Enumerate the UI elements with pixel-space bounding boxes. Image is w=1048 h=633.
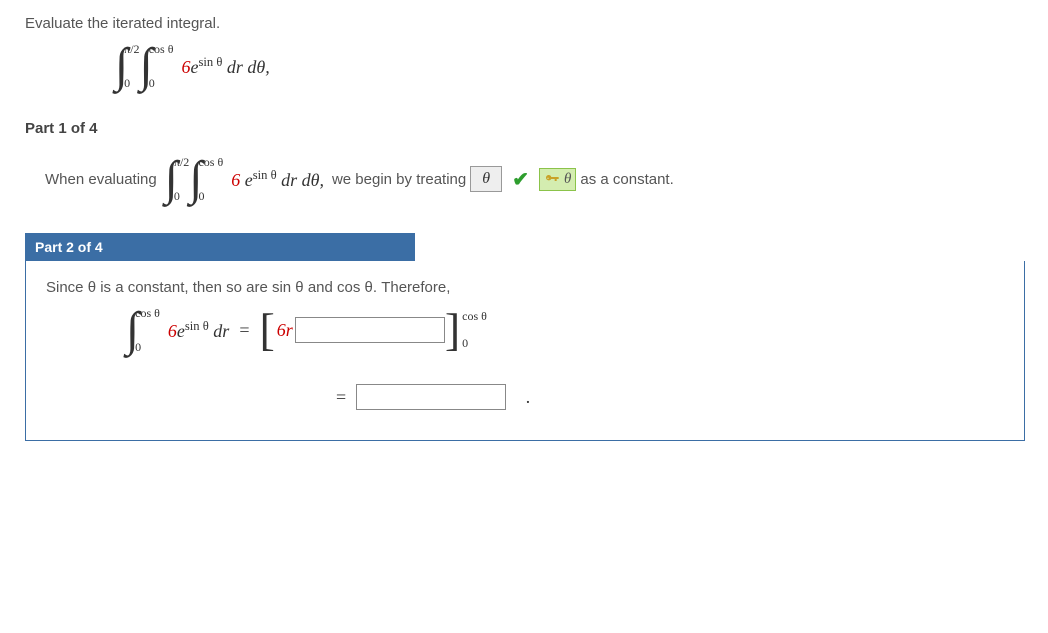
key-answer: θ bbox=[564, 171, 571, 188]
left-bracket: [ bbox=[259, 307, 274, 353]
part1-lead: When evaluating bbox=[45, 171, 157, 188]
equals-sign-1: = bbox=[239, 320, 249, 341]
part2-intro: Since θ is a constant, then so are sin θ… bbox=[46, 279, 1004, 296]
check-icon: ✔ bbox=[512, 167, 529, 192]
integrand-tail: dr dθ, bbox=[227, 57, 270, 77]
part2-body: Since θ is a constant, then so are sin θ… bbox=[25, 261, 1025, 441]
part1-row: When evaluating ∫ π/2 0 ∫ cos θ 0 6 esin… bbox=[45, 155, 1025, 203]
integrand-exponent: sin θ bbox=[198, 55, 222, 69]
outer-lower-limit: 0 bbox=[124, 77, 139, 89]
right-bracket: ] bbox=[445, 307, 460, 353]
part1-tail: we begin by treating bbox=[332, 171, 466, 188]
key-icon bbox=[544, 171, 560, 187]
bracket-upper-limit: cos θ bbox=[462, 309, 487, 324]
main-integral: ∫ π/2 0 ∫ cos θ 0 6esin θ dr dθ, bbox=[115, 42, 1025, 90]
bracket-coeff: 6r bbox=[277, 320, 293, 340]
question-prompt: Evaluate the iterated integral. bbox=[25, 15, 1025, 32]
part2-blank-2[interactable] bbox=[356, 384, 506, 410]
equals-sign-2: = bbox=[336, 387, 346, 408]
inner-upper-limit: cos θ bbox=[149, 43, 174, 55]
part1-label: Part 1 of 4 bbox=[25, 120, 1025, 137]
part1-after: as a constant. bbox=[580, 171, 673, 188]
part2-header: Part 2 of 4 bbox=[25, 233, 415, 261]
part2-equation-2: = . bbox=[326, 384, 1004, 410]
part2-equation-1: ∫ cos θ 0 6esin θ dr = [ 6r ] cos θ 0 bbox=[126, 306, 1004, 354]
part1-answer-box[interactable]: θ bbox=[470, 166, 502, 192]
part2-blank-1[interactable] bbox=[295, 317, 445, 343]
outer-upper-limit: π/2 bbox=[124, 43, 139, 55]
trailing-dot: . bbox=[526, 387, 531, 408]
inner-lower-limit: 0 bbox=[149, 77, 174, 89]
bracket-lower-limit: 0 bbox=[462, 336, 487, 351]
answer-key-box[interactable]: θ bbox=[539, 168, 576, 191]
